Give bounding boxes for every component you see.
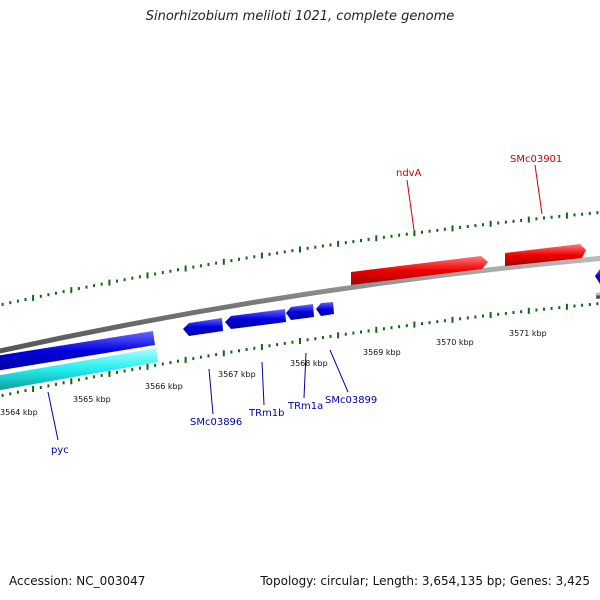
gene-SMc03899[interactable]: [316, 302, 334, 316]
page-title: Sinorhizobium meliloti 1021, complete ge…: [145, 9, 455, 24]
gene-SMc03901[interactable]: [505, 244, 586, 266]
gene-label-SMc03901[interactable]: SMc03901: [510, 154, 562, 165]
gene-TRm1a[interactable]: [286, 304, 314, 320]
leader-SMc03901: [534, 164, 543, 215]
gene-pyc-a[interactable]: [0, 331, 155, 371]
scale-label: 3570 kbp: [436, 338, 474, 347]
gene-pyc-b[interactable]: [0, 348, 158, 391]
gene-TRm1b[interactable]: [225, 309, 286, 329]
leader-ndvA: [406, 179, 415, 231]
forward-tick-row: [1, 211, 599, 306]
leader-TRm1a: [303, 352, 307, 399]
gene-SMc03896[interactable]: [183, 318, 223, 336]
gene-labels: ndvA SMc03901 pyc SMc03896 TRm1b TRm1a S…: [51, 154, 562, 456]
scale-label: 3565 kbp: [73, 395, 111, 404]
scale-label: 3568 kbp: [290, 359, 328, 368]
leader-SMc03899: [329, 349, 349, 393]
leader-pyc: [47, 391, 59, 441]
genome-backbone: [0, 255, 600, 354]
leader-SMc03896: [208, 368, 214, 415]
gene-label-ndvA[interactable]: ndvA: [396, 168, 422, 179]
scale-label: 3571 kbp: [509, 329, 547, 338]
scale-label: 3566 kbp: [145, 382, 183, 391]
reverse-tick-row: [1, 302, 599, 397]
gene-label-SMc03896[interactable]: SMc03896: [190, 417, 242, 428]
scale-labels: 3564 kbp 3565 kbp 3566 kbp 3567 kbp 3568…: [0, 329, 547, 417]
leader-TRm1b: [261, 361, 265, 406]
scale-label: 3564 kbp: [0, 408, 38, 417]
gene-label-TRm1b[interactable]: TRm1b: [248, 408, 285, 419]
genome-stats-text: Topology: circular; Length: 3,654,135 bp…: [260, 574, 590, 588]
scale-label: 3567 kbp: [218, 370, 256, 379]
label-leaders: [47, 164, 543, 441]
forward-genes: [351, 244, 586, 285]
reverse-genes: [0, 268, 600, 391]
gene-label-pyc[interactable]: pyc: [51, 445, 69, 456]
gene-label-TRm1a[interactable]: TRm1a: [287, 401, 323, 412]
gene-offscreen-right[interactable]: [595, 268, 600, 284]
accession-text: Accession: NC_003047: [9, 574, 146, 588]
gene-ndvA[interactable]: [351, 256, 488, 285]
scale-label: 3569 kbp: [363, 348, 401, 357]
gene-label-SMc03899[interactable]: SMc03899: [325, 395, 377, 406]
genome-backbone-segment: [595, 292, 600, 299]
